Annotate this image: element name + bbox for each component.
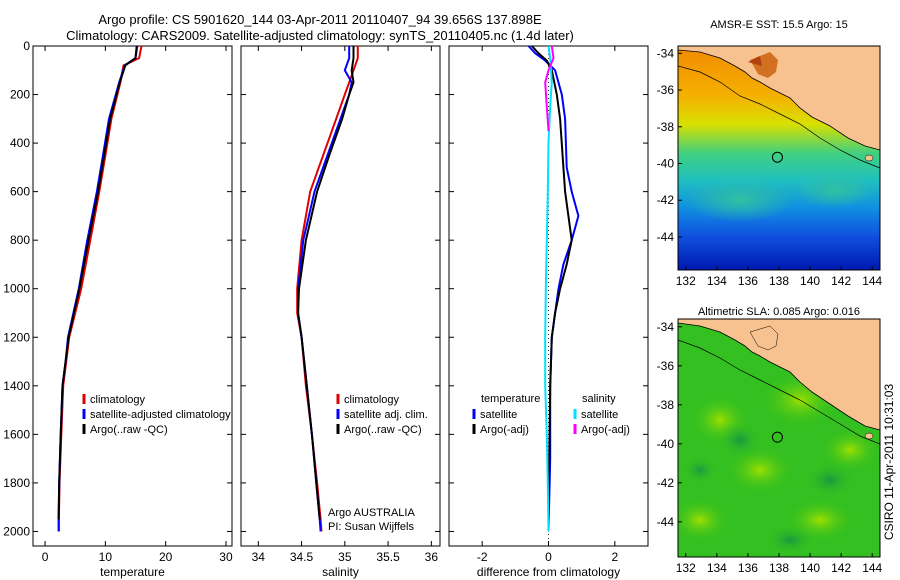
y-tick-label: 0	[23, 39, 30, 53]
legend-label: climatology	[90, 394, 146, 406]
series-line-climatology	[296, 46, 359, 532]
map-x-tick-label: 140	[800, 561, 820, 575]
map-x-tick-label: 142	[831, 561, 851, 575]
legend-label: Argo(..raw -QC)	[90, 424, 168, 436]
x-axis-label: temperature	[100, 565, 165, 579]
sla-map-axes: 132 134 136 138 140 142 144 -34 -36 -38 -40 -42 -44	[657, 320, 883, 575]
sst-land	[678, 46, 880, 150]
annotation-text: Argo AUSTRALIA	[328, 507, 415, 519]
sla-map: 132 134 136 138 140 142 144-34-36-38-40-42-44 …	[657, 306, 883, 575]
map-x-tick-label: 140	[800, 274, 820, 288]
y-tick-label: 1400	[3, 379, 30, 393]
salinity-panel: 34 34.5 35 35.5 36 salinity climatology satelli…	[240, 45, 441, 579]
map-x-tick-label: 134	[707, 561, 727, 575]
sla-map-title: Altimetric SLA: 0.085 Argo: 0.016	[698, 306, 860, 318]
map-y-tick-label: -34	[657, 320, 675, 334]
map-y-tick-label: -44	[657, 230, 675, 244]
series-line-climatology	[57, 45, 143, 532]
legend-label: climatology	[344, 394, 400, 406]
x-tick-label: 35.5	[376, 550, 400, 564]
map-x-tick-label: 144	[862, 561, 882, 575]
map-y-tick-label: -36	[657, 83, 675, 97]
x-axis-label: salinity	[322, 565, 359, 579]
x-tick-label: 0	[42, 550, 49, 564]
y-tick-label: 1600	[3, 427, 30, 441]
y-tick-label: 2000	[3, 524, 30, 538]
x-axis-label: difference from climatology	[477, 565, 620, 579]
x-tick-label: 36	[425, 550, 439, 564]
series-line-temperature-argo-adj-	[531, 45, 573, 520]
x-tick-label: 0	[545, 550, 552, 564]
map-x-tick-label: 142	[831, 274, 851, 288]
y-tick-label: 800	[10, 233, 30, 247]
map-x-tick-label: 144	[862, 274, 882, 288]
figure-title-line1: Argo profile: CS 5901620_144 03-Apr-2011…	[98, 12, 542, 27]
legend-label: satellite-adjusted climatology	[90, 409, 231, 421]
legend-label: satellite adj. clim.	[344, 409, 428, 421]
annotation-text: PI: Susan Wijffels	[328, 521, 414, 533]
legend-header-salinity: salinity	[582, 393, 616, 405]
x-tick-label: 35	[338, 550, 352, 564]
map-y-tick-label: -40	[657, 157, 675, 171]
series-line-salinity-satellite	[544, 45, 553, 532]
argo-float-marker	[771, 431, 783, 443]
y-tick-label: 400	[10, 136, 30, 150]
axes-box	[240, 45, 441, 547]
legend-header-temperature: temperature	[481, 393, 540, 405]
legend-label: Argo(..raw -QC)	[344, 424, 422, 436]
legend-label: Argo(-adj)	[480, 424, 529, 436]
legend-label: satellite	[480, 409, 517, 421]
series-line-satellite-adj-clim-	[297, 46, 353, 532]
map-x-tick-label: 136	[738, 274, 758, 288]
map-y-tick-label: -40	[657, 437, 675, 451]
sst-map: 132 134 136 138 140 142 144-34-36-38-40-42-44 …	[657, 19, 883, 288]
sst-map-title: AMSR-E SST: 15.5 Argo: 15	[710, 19, 848, 31]
map-y-tick-label: -34	[657, 46, 675, 60]
y-tick-label: 1200	[3, 330, 30, 344]
map-y-tick-label: -42	[657, 476, 675, 490]
map-x-tick-label: 138	[769, 561, 789, 575]
x-tick-label: -2	[477, 550, 488, 564]
sla-land	[678, 319, 880, 430]
axes-box	[32, 45, 233, 547]
y-tick-label: 1800	[3, 476, 30, 490]
series-line-temperature-satellite	[527, 45, 580, 532]
series-line-argo-raw-qc-	[297, 46, 355, 520]
map-y-tick-label: -42	[657, 193, 675, 207]
map-y-tick-label: -44	[657, 515, 675, 529]
series-line-argo-raw-qc-	[57, 45, 138, 520]
y-tick-label: 600	[10, 185, 30, 199]
legend-label: Argo(-adj)	[581, 424, 630, 436]
map-x-tick-label: 136	[738, 561, 758, 575]
map-x-tick-label: 134	[707, 274, 727, 288]
x-tick-label: 34	[252, 550, 266, 564]
argo-float-marker	[771, 151, 783, 163]
y-tick-label: 1000	[3, 282, 30, 296]
map-y-tick-label: -38	[657, 120, 675, 134]
x-tick-label: 2	[611, 550, 618, 564]
map-x-tick-label: 138	[769, 274, 789, 288]
sst-map-axes: 132 134 136 138 140 142 144 -34 -36 -38 -40 -42 -44	[657, 46, 883, 288]
map-x-tick-label: 132	[676, 561, 696, 575]
x-tick-label: 30	[219, 550, 233, 564]
map-x-tick-label: 132	[676, 274, 696, 288]
temperature-panel: 0 10 20 30 0 200 400 600 800 1000 1200 1400 1600 1800…	[3, 39, 233, 579]
x-tick-label: 34.5	[290, 550, 314, 564]
map-y-tick-label: -38	[657, 398, 675, 412]
series-line-salinity-argo-adj-	[544, 45, 555, 132]
x-tick-label: 10	[99, 550, 113, 564]
figure-title-line2: Climatology: CARS2009. Satellite-adjuste…	[66, 28, 574, 43]
legend-label: satellite	[581, 409, 618, 421]
x-tick-label: 20	[159, 550, 173, 564]
y-tick-label: 200	[10, 88, 30, 102]
side-timestamp-label: CSIRO 11-Apr-2011 10:31:03	[882, 384, 896, 541]
series-line-satellite-adjusted-climatology	[57, 45, 139, 532]
map-y-tick-label: -36	[657, 359, 675, 373]
